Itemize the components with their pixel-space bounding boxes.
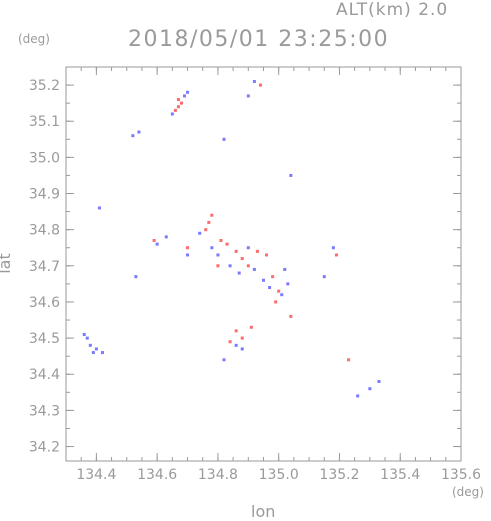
data-point-red — [347, 358, 351, 362]
data-point-blue — [280, 293, 284, 297]
y-tick-label: 35.1 — [29, 114, 60, 130]
y-tick-label: 34.7 — [29, 259, 60, 275]
x-tick-label: 135.0 — [259, 467, 299, 483]
data-point-red — [234, 249, 238, 253]
x-tick-label: 134.8 — [198, 467, 238, 483]
data-point-blue — [85, 336, 89, 340]
x-tick-label: 135.4 — [380, 467, 420, 483]
data-point-red — [271, 275, 275, 279]
data-point-red — [216, 264, 220, 268]
data-point-red — [176, 98, 180, 102]
x-axis-title: lon — [251, 502, 276, 521]
data-point-red — [228, 340, 232, 344]
data-point-blue — [222, 137, 226, 141]
axis-ticks: 134.4 134.6 134.8 135.0 135.2 135.4 135.6 34.2 3… — [29, 66, 481, 483]
data-point-blue — [234, 343, 238, 347]
data-point-red — [265, 253, 269, 257]
data-points — [82, 79, 381, 398]
x-tick-label: 134.6 — [137, 467, 177, 483]
y-tick-label: 34.8 — [29, 223, 60, 239]
data-point-blue — [91, 351, 95, 355]
timestamp-label: 2018/05/01 23:25:00 — [128, 27, 390, 52]
data-point-red — [234, 329, 238, 333]
data-point-blue — [368, 387, 372, 391]
data-point-blue — [170, 112, 174, 116]
data-point-blue — [262, 278, 265, 282]
data-point-blue — [155, 242, 159, 246]
data-point-blue — [216, 253, 220, 257]
data-point-blue — [164, 235, 168, 239]
y-tick-label: 35.0 — [29, 150, 60, 166]
data-point-blue — [100, 351, 104, 355]
data-point-blue — [246, 94, 250, 98]
data-point-red — [258, 83, 262, 87]
data-point-blue — [97, 206, 101, 210]
data-point-red — [219, 239, 223, 243]
data-point-red — [204, 228, 208, 232]
data-point-red — [249, 325, 253, 329]
data-point-blue — [228, 264, 232, 268]
data-point-red — [334, 253, 338, 257]
data-point-blue — [322, 275, 326, 279]
data-point-blue — [88, 343, 92, 347]
x-tick-label: 135.2 — [319, 467, 359, 483]
y-tick-label: 34.2 — [29, 440, 60, 456]
data-point-blue — [331, 246, 335, 250]
data-point-red — [173, 108, 177, 112]
data-point-red — [152, 239, 156, 243]
y-tick-label: 34.5 — [29, 331, 60, 347]
data-point-red — [246, 264, 250, 268]
data-point-blue — [246, 246, 250, 250]
y-tick-label: 34.4 — [29, 367, 60, 383]
x-tick-label: 134.4 — [76, 467, 116, 483]
data-point-blue — [237, 271, 241, 275]
data-point-blue — [134, 275, 138, 279]
plot-frame — [65, 66, 462, 462]
data-point-blue — [286, 282, 290, 286]
data-point-blue — [210, 246, 214, 250]
y-tick-label: 35.2 — [29, 78, 60, 94]
data-point-blue — [131, 134, 135, 138]
data-point-red — [179, 101, 183, 105]
data-point-blue — [268, 285, 272, 289]
y-tick-label: 34.9 — [29, 187, 60, 203]
data-point-blue — [94, 347, 98, 351]
data-point-red — [277, 289, 281, 293]
data-point-red — [255, 249, 259, 253]
data-point-blue — [183, 94, 186, 98]
data-point-blue — [377, 379, 381, 383]
y-tick-label: 34.6 — [29, 295, 60, 311]
data-point-red — [289, 314, 293, 318]
data-point-blue — [222, 358, 226, 362]
data-point-blue — [198, 231, 202, 235]
data-point-blue — [82, 332, 86, 336]
data-point-blue — [186, 253, 190, 257]
data-point-red — [210, 213, 214, 217]
data-point-blue — [186, 90, 190, 94]
data-point-red — [240, 257, 244, 261]
data-point-red — [274, 300, 278, 304]
data-point-blue — [252, 267, 256, 271]
data-point-red — [225, 242, 229, 246]
y-tick-label: 34.3 — [29, 403, 60, 419]
data-point-red — [186, 246, 190, 250]
data-point-blue — [289, 173, 293, 177]
data-point-blue — [252, 79, 256, 83]
data-point-red — [207, 220, 211, 224]
data-point-red — [240, 336, 244, 340]
y-unit-label: (deg) — [18, 32, 50, 46]
altitude-label: ALT(km) 2.0 — [336, 0, 449, 20]
x-unit-label: (deg) — [452, 485, 484, 499]
data-point-blue — [356, 394, 360, 398]
data-point-blue — [283, 267, 287, 271]
x-tick-label: 135.6 — [441, 467, 481, 483]
data-point-blue — [137, 130, 141, 134]
data-point-red — [176, 105, 180, 109]
data-point-blue — [240, 347, 244, 351]
